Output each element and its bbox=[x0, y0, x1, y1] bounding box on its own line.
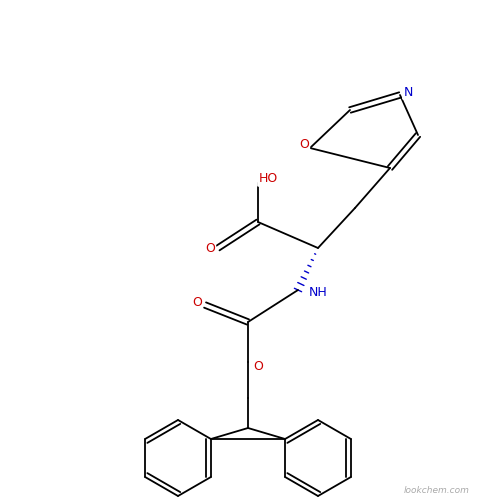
Text: HO: HO bbox=[258, 172, 278, 186]
Text: NH: NH bbox=[308, 286, 328, 298]
Text: O: O bbox=[192, 296, 202, 310]
Text: lookchem.com: lookchem.com bbox=[404, 486, 470, 495]
Text: O: O bbox=[205, 242, 215, 254]
Text: O: O bbox=[299, 138, 309, 151]
Text: N: N bbox=[404, 86, 412, 98]
Text: O: O bbox=[253, 360, 263, 374]
